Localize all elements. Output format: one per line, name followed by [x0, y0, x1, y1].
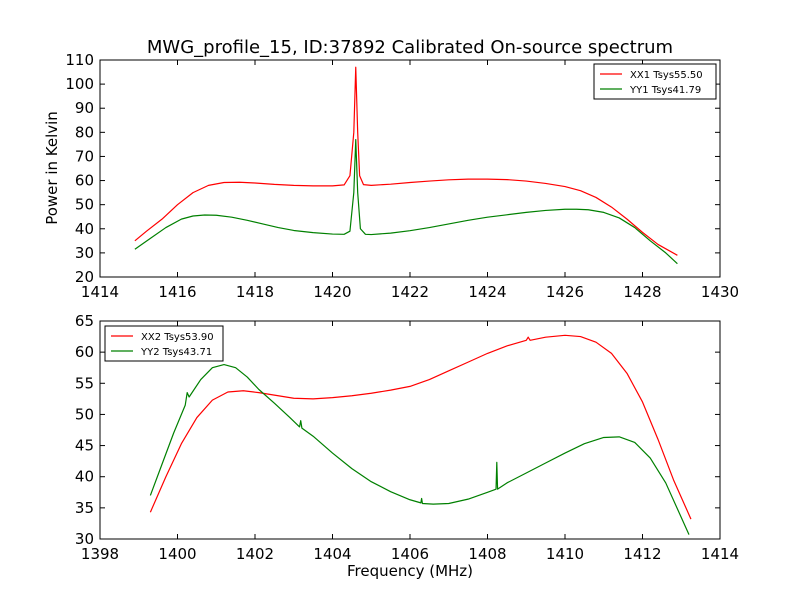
top-x-tick-label: 1426 [546, 283, 584, 301]
legend-label-yy2: YY2 Tsys43.71 [140, 347, 212, 358]
series-line-xx2 [149, 334, 692, 520]
top-y-tick-label: 80 [75, 123, 94, 141]
top-legend-box [593, 63, 717, 100]
legend-label-yy1: YY1 Tsys41.79 [629, 85, 701, 96]
bottom-y-tick-label: 30 [75, 530, 94, 548]
top-x-tick-label: 1416 [158, 283, 196, 301]
top-y-tick-label: 100 [65, 75, 94, 93]
bottom-y-tick-label: 65 [75, 312, 94, 330]
top-y-tick-label: 110 [65, 51, 94, 69]
bottom-x-tick-label: 1404 [313, 545, 351, 563]
bottom-y-tick-label: 40 [75, 468, 94, 486]
x-axis-label: Frequency (MHz) [347, 562, 473, 580]
top-x-tick-label: 1428 [623, 283, 661, 301]
bottom-y-tick-label: 35 [75, 499, 94, 517]
legend-label-xx1: XX1 Tsys55.50 [630, 70, 703, 81]
bottom-x-tick-label: 1414 [701, 545, 739, 563]
top-y-tick-label: 70 [75, 147, 94, 165]
top-x-tick-label: 1430 [701, 283, 739, 301]
series-line-yy2 [149, 364, 690, 535]
series-line-xx1 [134, 66, 678, 256]
bottom-subplot: 1398 1400 1402 1404 1406 1408 1410 1412 1414 30 35… [75, 312, 739, 563]
bottom-x-tick-label: 1402 [236, 545, 274, 563]
legend-label-xx2: XX2 Tsys53.90 [141, 332, 214, 343]
top-y-tick-label: 40 [75, 220, 94, 238]
bottom-x-tick-label: 1410 [546, 545, 584, 563]
bottom-legend-box [104, 325, 224, 362]
top-x-tick-label: 1420 [313, 283, 351, 301]
top-y-tick-label: 90 [75, 99, 94, 117]
chart-title: MWG_profile_15, ID:37892 Calibrated On-s… [147, 37, 673, 58]
top-x-tick-label: 1418 [236, 283, 274, 301]
top-y-tick-label: 20 [75, 268, 94, 286]
bottom-y-tick-label: 55 [75, 374, 94, 392]
top-y-tick-label: 60 [75, 172, 94, 190]
bottom-legend: XX2 Tsys53.90 YY2 Tsys43.71 [104, 325, 224, 362]
bottom-x-tick-label: 1400 [158, 545, 196, 563]
top-x-tick-label: 1414 [81, 283, 119, 301]
series-line-yy1 [134, 138, 678, 265]
top-subplot: 1414 1416 1418 1420 1422 1424 1426 1428 1430 20 30… [65, 51, 739, 301]
bottom-y-tick-label: 50 [75, 405, 94, 423]
bottom-y-tick-label: 60 [75, 343, 94, 361]
bottom-x-tick-label: 1398 [81, 545, 119, 563]
top-x-tick-label: 1422 [391, 283, 429, 301]
bottom-y-tick-label: 45 [75, 437, 94, 455]
top-series-layer [134, 66, 678, 265]
bottom-x-tick-label: 1406 [391, 545, 429, 563]
top-y-tick-label: 50 [75, 196, 94, 214]
bottom-x-tick-label: 1408 [468, 545, 506, 563]
top-x-tick-label: 1424 [468, 283, 506, 301]
top-legend: XX1 Tsys55.50 YY1 Tsys41.79 [593, 63, 717, 100]
bottom-x-tick-label: 1412 [623, 545, 661, 563]
top-ticks-layer: 1414 1416 1418 1420 1422 1424 1426 1428 1430 20 30… [65, 51, 739, 301]
y-axis-label: Power in Kelvin [43, 111, 61, 225]
bottom-series-layer [149, 334, 692, 535]
top-y-tick-label: 30 [75, 244, 94, 262]
bottom-ticks-layer: 1398 1400 1402 1404 1406 1408 1410 1412 1414 30 35… [75, 312, 739, 563]
